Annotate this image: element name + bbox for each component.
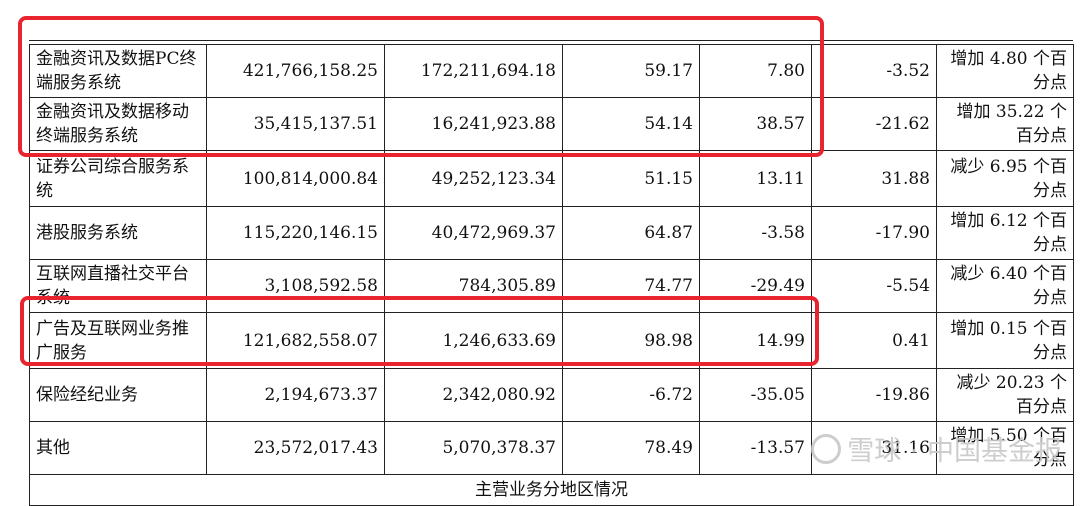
revenue-cell: 35,415,137.51	[206, 97, 385, 151]
watermark: 雪球 · 中国基金报	[811, 429, 1062, 468]
revenue-cell: 100,814,000.84	[206, 150, 385, 207]
segment-name: 金融资讯及数据PC终端服务系统	[29, 44, 207, 98]
segment-name: 保险经纪业务	[29, 368, 207, 422]
revenue-change-cell: -29.49	[699, 259, 812, 313]
revenue-change-cell: 13.11	[699, 150, 812, 207]
segment-name: 证券公司综合服务系统	[29, 150, 207, 207]
revenue-cell: 3,108,592.58	[206, 259, 385, 313]
segment-financial-table: 金融资讯及数据PC终端服务系统 421,766,158.25 172,211,6…	[29, 44, 1074, 506]
margin-change-cell: 增加 0.15 个百分点	[936, 312, 1074, 369]
revenue-cell: 115,220,146.15	[206, 206, 385, 260]
revenue-change-cell: -35.05	[699, 368, 812, 422]
segment-name: 其他	[29, 421, 207, 475]
table-row: 互联网直播社交平台系统 3,108,592.58 784,305.89 74.7…	[29, 259, 1074, 313]
cost-change-cell: -5.54	[811, 259, 937, 313]
cost-cell: 172,211,694.18	[384, 44, 563, 98]
table-row: 金融资讯及数据PC终端服务系统 421,766,158.25 172,211,6…	[29, 44, 1074, 98]
cost-cell: 5,070,378.37	[384, 421, 563, 475]
revenue-change-cell: -3.58	[699, 206, 812, 260]
revenue-change-cell: 7.80	[699, 44, 812, 98]
snowball-logo-icon	[811, 433, 842, 464]
table-row: 其他 23,572,017.43 5,070,378.37 78.49 -13.…	[29, 421, 1074, 475]
margin-change-cell: 减少 6.95 个百分点	[936, 150, 1074, 207]
revenue-cell: 2,194,673.37	[206, 368, 385, 422]
margin-change-cell: 增加 4.80 个百分点	[936, 44, 1074, 98]
revenue-change-cell: 14.99	[699, 312, 812, 369]
margin-change-cell: 增加 35.22 个百分点	[936, 97, 1074, 151]
section-title-row: 主营业务分地区情况	[29, 474, 1074, 506]
table-row: 证券公司综合服务系统 100,814,000.84 49,252,123.34 …	[29, 150, 1074, 207]
cost-cell: 2,342,080.92	[384, 368, 563, 422]
segment-name: 互联网直播社交平台系统	[29, 259, 207, 313]
cost-change-cell: -21.62	[811, 97, 937, 151]
revenue-cell: 23,572,017.43	[206, 421, 385, 475]
cost-change-cell: 31.88	[811, 150, 937, 207]
table-row: 港股服务系统 115,220,146.15 40,472,969.37 64.8…	[29, 206, 1074, 260]
cost-change-cell: -17.90	[811, 206, 937, 260]
table-top-border	[29, 40, 1073, 41]
revenue-cell: 121,682,558.07	[206, 312, 385, 369]
highlight-box-top	[18, 16, 824, 157]
gross-margin-cell: 59.17	[562, 44, 700, 98]
gross-margin-cell: 74.77	[562, 259, 700, 313]
cost-cell: 49,252,123.34	[384, 150, 563, 207]
margin-change-cell: 增加 5.50 个百分点	[936, 421, 1074, 475]
watermark-text: 雪球 · 中国基金报	[847, 436, 1062, 467]
segment-name: 港股服务系统	[29, 206, 207, 260]
segment-name: 金融资讯及数据移动终端服务系统	[29, 97, 207, 151]
margin-change-cell: 减少 6.40 个百分点	[936, 259, 1074, 313]
table-row: 保险经纪业务 2,194,673.37 2,342,080.92 -6.72 -…	[29, 368, 1074, 422]
cost-change-cell: -19.86	[811, 368, 937, 422]
cost-cell: 40,472,969.37	[384, 206, 563, 260]
gross-margin-cell: 51.15	[562, 150, 700, 207]
highlight-box-middle	[20, 296, 819, 366]
cost-change-cell: -3.52	[811, 44, 937, 98]
revenue-cell: 421,766,158.25	[206, 44, 385, 98]
gross-margin-cell: 54.14	[562, 97, 700, 151]
segment-name: 广告及互联网业务推广服务	[29, 312, 207, 369]
revenue-change-cell: 38.57	[699, 97, 812, 151]
margin-change-cell: 减少 20.23 个百分点	[936, 368, 1074, 422]
cost-change-cell: 0.41	[811, 312, 937, 369]
cost-cell: 784,305.89	[384, 259, 563, 313]
gross-margin-cell: -6.72	[562, 368, 700, 422]
section-title: 主营业务分地区情况	[29, 474, 1074, 506]
gross-margin-cell: 64.87	[562, 206, 700, 260]
cost-cell: 1,246,633.69	[384, 312, 563, 369]
margin-change-cell: 增加 6.12 个百分点	[936, 206, 1074, 260]
revenue-change-cell: -13.57	[699, 421, 812, 475]
gross-margin-cell: 78.49	[562, 421, 700, 475]
